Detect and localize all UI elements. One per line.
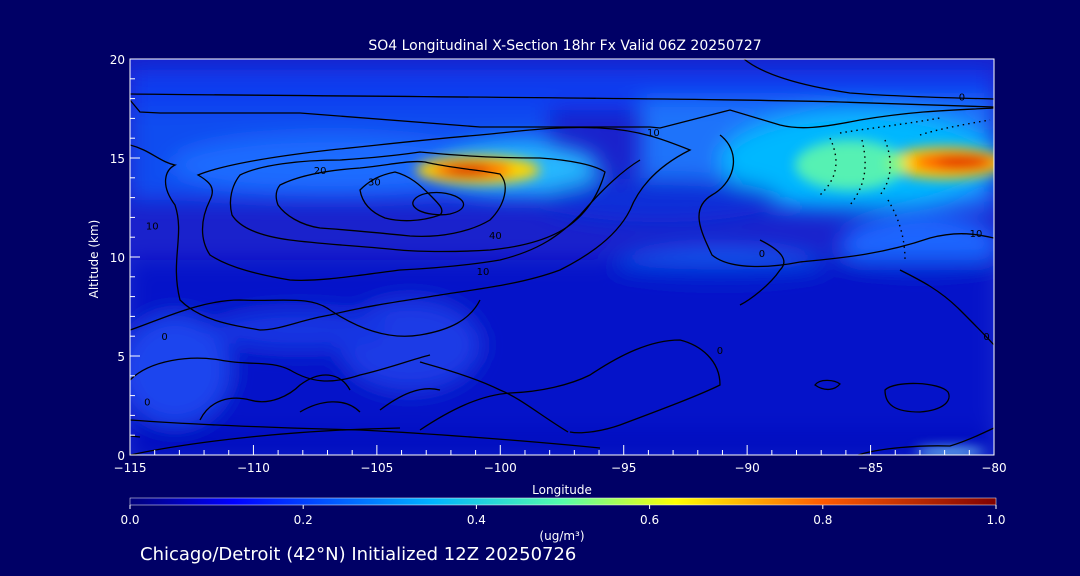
colorbar-tick-label: 1.0	[986, 513, 1005, 527]
x-tick-label: −85	[858, 461, 883, 475]
contour-label: 30	[368, 178, 381, 189]
y-tick-label: 15	[110, 152, 125, 166]
contour-label: −10	[961, 229, 982, 240]
y-tick-label: 10	[110, 251, 125, 265]
contour-label: 40	[489, 231, 502, 242]
contour-label: 20	[314, 166, 327, 177]
dotted-contours	[819, 117, 991, 261]
contour-label: 0	[144, 398, 150, 409]
x-tick-label: −90	[734, 461, 759, 475]
x-tick-label: −95	[611, 461, 636, 475]
plot-area: 0 10 20 30 40 10 10 0 0 0 −10 0 0	[130, 59, 994, 455]
contour-label: 0	[161, 332, 167, 343]
colorbar	[129, 497, 997, 506]
footer-caption: Chicago/Detroit (42°N) Initialized 12Z 2…	[140, 544, 576, 565]
y-tick-label: 5	[117, 350, 125, 364]
x-axis-label: Longitude	[532, 483, 592, 497]
colorbar-tick-label: 0.4	[467, 513, 486, 527]
contour-label: 0	[759, 249, 765, 260]
x-tick-label: −105	[360, 461, 393, 475]
contour-label: 0	[717, 346, 723, 357]
contour-label: 10	[477, 267, 490, 278]
y-axis: 0 5 10 15 20	[110, 53, 140, 463]
concentration-hotspots	[416, 140, 994, 455]
chart-title: SO4 Longitudinal X-Section 18hr Fx Valid…	[368, 38, 761, 54]
x-tick-label: −115	[114, 461, 147, 475]
contour-label: 0	[959, 93, 965, 104]
colorbar-tick-label: 0.2	[294, 513, 313, 527]
colorbar-tick-label: 0.0	[120, 513, 139, 527]
colorbar-tick-label: 0.6	[640, 513, 659, 527]
contour-label: 10	[647, 128, 660, 139]
contour-labels: 0 10 20 30 40 10 10 0 0 0 −10 0 0	[144, 93, 990, 409]
y-tick-label: 20	[110, 53, 125, 67]
contour-label: 0	[983, 332, 989, 343]
contour-lines	[130, 59, 994, 455]
x-tick-label: −80	[981, 461, 1006, 475]
x-tick-label: −110	[237, 461, 270, 475]
concentration-field	[130, 70, 994, 455]
x-axis: −115 −110 −105 −100 −95 −90 −85 −80	[114, 445, 1007, 475]
colorbar-units: (ug/m³)	[539, 529, 584, 543]
contour-label: 10	[146, 221, 159, 232]
colorbar-ticks: 0.0 0.2 0.4 0.6 0.8 1.0	[120, 505, 1006, 527]
y-tick-label: 0	[117, 449, 125, 463]
y-axis-label: Altitude (km)	[87, 220, 101, 299]
x-tick-label: −100	[484, 461, 517, 475]
colorbar-tick-label: 0.8	[813, 513, 832, 527]
